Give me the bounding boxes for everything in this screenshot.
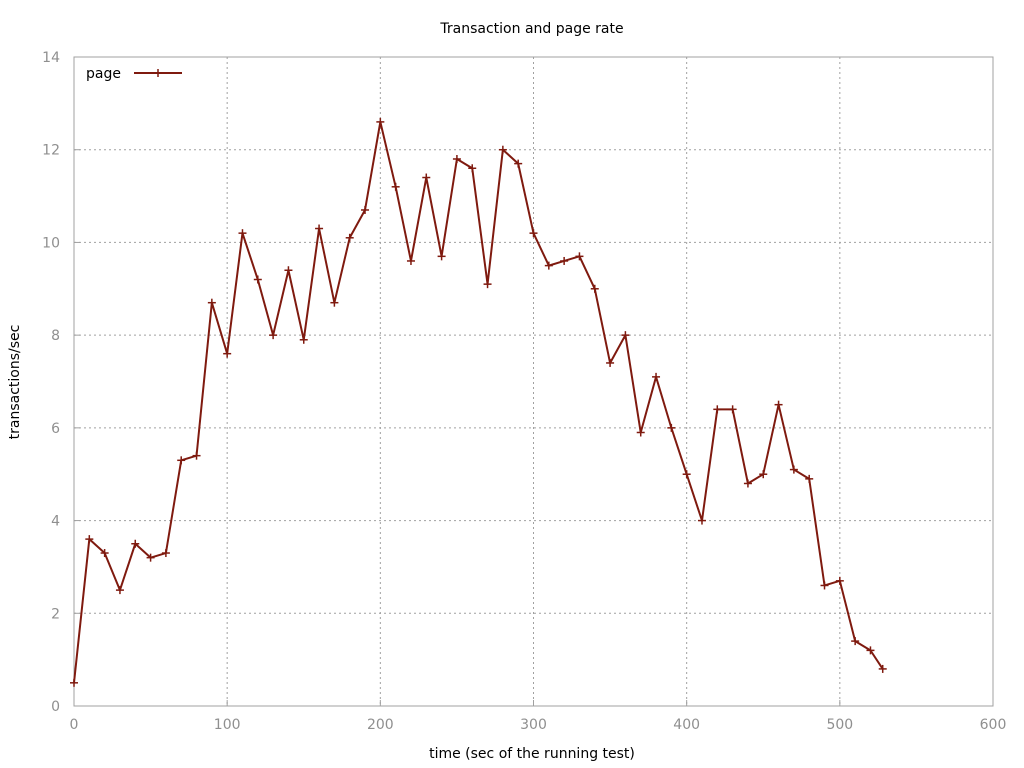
data-point	[728, 405, 737, 414]
data-point	[652, 372, 661, 381]
data-point	[345, 233, 354, 242]
data-point	[590, 284, 599, 293]
data-point	[192, 451, 201, 460]
y-tick-label: 10	[42, 235, 60, 251]
x-tick-label: 200	[367, 717, 394, 733]
data-point	[238, 229, 247, 238]
data-point	[146, 553, 155, 562]
x-tick-label: 0	[70, 717, 79, 733]
y-tick-label: 12	[42, 143, 60, 159]
data-point	[85, 535, 94, 544]
y-tick-label: 6	[51, 421, 60, 437]
series-line-page	[73, 120, 884, 683]
data-point	[452, 154, 461, 163]
data-point	[529, 229, 538, 238]
data-point	[406, 256, 415, 265]
data-point	[223, 349, 232, 358]
data-point	[835, 576, 844, 585]
data-point	[391, 182, 400, 191]
data-point	[131, 539, 140, 548]
data-point	[207, 298, 216, 307]
y-tick-label: 4	[51, 514, 60, 530]
y-tick-label: 2	[51, 606, 60, 622]
data-point	[805, 474, 814, 483]
y-tick-label: 0	[51, 699, 60, 715]
data-point	[544, 261, 553, 270]
data-point	[483, 280, 492, 289]
data-point	[789, 465, 798, 474]
data-point	[498, 145, 507, 154]
data-point	[299, 335, 308, 344]
data-point	[682, 470, 691, 479]
data-point	[774, 400, 783, 409]
x-axis: 0 100 200 300 400 500 600	[70, 700, 1007, 733]
data-point	[514, 159, 523, 168]
y-axis-label: transactions/sec	[7, 325, 23, 440]
data-point	[100, 549, 109, 558]
data-point	[606, 358, 615, 367]
data-point	[713, 405, 722, 414]
data-point	[759, 470, 768, 479]
x-tick-label: 400	[673, 717, 700, 733]
data-point	[878, 664, 887, 673]
data-point	[315, 224, 324, 233]
data-point	[284, 266, 293, 275]
data-point	[560, 256, 569, 265]
data-point	[70, 678, 78, 687]
data-point	[437, 252, 446, 261]
data-point	[621, 331, 630, 340]
x-tick-label: 100	[214, 717, 241, 733]
grid	[74, 57, 993, 706]
data-point	[161, 549, 170, 558]
data-point	[468, 164, 477, 173]
data-point	[743, 479, 752, 488]
data-point	[115, 586, 124, 595]
data-point	[697, 516, 706, 525]
y-tick-label: 14	[42, 50, 60, 66]
data-point	[636, 428, 645, 437]
data-point	[177, 456, 186, 465]
data-point	[269, 331, 278, 340]
y-axis: 0 2 4 6 8 10 12 14	[42, 50, 80, 715]
data-point	[253, 275, 262, 284]
data-point	[376, 117, 385, 126]
data-point	[667, 423, 676, 432]
data-point	[361, 205, 370, 214]
data-point	[575, 252, 584, 261]
legend: page	[86, 66, 182, 82]
data-point	[422, 173, 431, 182]
x-tick-label: 500	[826, 717, 853, 733]
series-layer	[70, 117, 887, 687]
x-axis-label: time (sec of the running test)	[429, 746, 635, 762]
chart-title: Transaction and page rate	[439, 21, 623, 37]
legend-label: page	[86, 66, 121, 82]
y-tick-label: 8	[51, 328, 60, 344]
data-point	[330, 298, 339, 307]
x-tick-label: 600	[980, 717, 1007, 733]
data-point	[820, 581, 829, 590]
data-point	[851, 637, 860, 646]
data-point	[866, 646, 875, 655]
x-tick-label: 300	[520, 717, 547, 733]
